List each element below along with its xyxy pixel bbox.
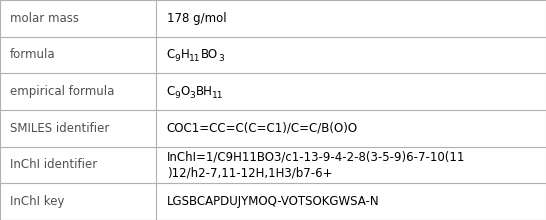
Text: empirical formula: empirical formula (10, 85, 114, 98)
Text: 9: 9 (175, 91, 181, 100)
Text: H: H (181, 48, 189, 62)
Text: SMILES identifier: SMILES identifier (10, 122, 109, 135)
Text: molar mass: molar mass (10, 12, 79, 25)
Text: BO: BO (201, 48, 218, 62)
Text: COC1=CC=C(C=C1)/C=C/B(O)O: COC1=CC=C(C=C1)/C=C/B(O)O (167, 122, 358, 135)
Text: 11: 11 (189, 54, 201, 63)
Text: InChI identifier: InChI identifier (10, 158, 97, 172)
Text: BH: BH (195, 85, 212, 98)
Text: O: O (181, 85, 190, 98)
Text: 3: 3 (218, 54, 224, 63)
Text: InChI=1/C9H11BO3/c1-13-9-4-2-8(3-5-9)6-7-10(11: InChI=1/C9H11BO3/c1-13-9-4-2-8(3-5-9)6-7… (167, 150, 465, 163)
Text: LGSBCAPDUJYMOQ-VOTSOKGWSA-N: LGSBCAPDUJYMOQ-VOTSOKGWSA-N (167, 195, 379, 208)
Text: 178 g/mol: 178 g/mol (167, 12, 226, 25)
Text: InChI key: InChI key (10, 195, 64, 208)
Text: C: C (167, 85, 175, 98)
Text: )12/h2-7,11-12H,1H3/b7-6+: )12/h2-7,11-12H,1H3/b7-6+ (167, 167, 332, 180)
Text: formula: formula (10, 48, 56, 62)
Text: C: C (167, 48, 175, 62)
Text: 3: 3 (190, 91, 195, 100)
Text: 9: 9 (175, 54, 181, 63)
Text: 11: 11 (212, 91, 224, 100)
